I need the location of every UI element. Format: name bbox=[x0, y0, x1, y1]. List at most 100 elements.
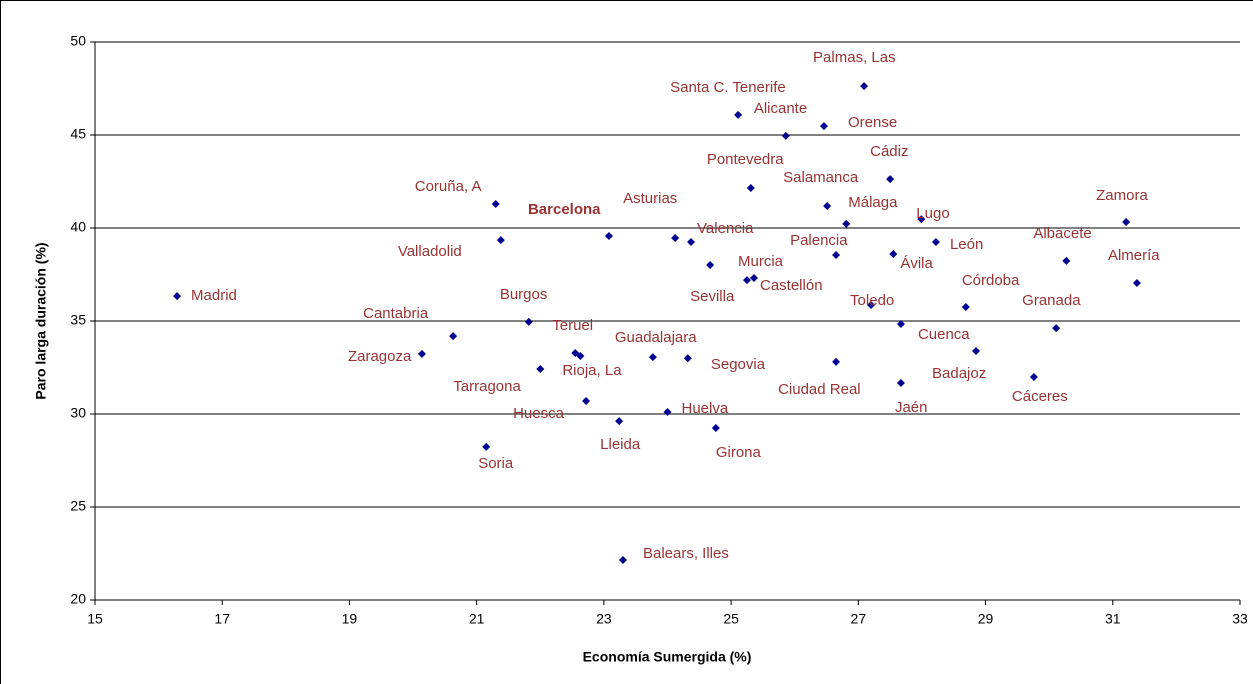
point bbox=[663, 407, 672, 416]
x-tick-label: 31 bbox=[1105, 611, 1121, 627]
point-label: Zaragoza bbox=[348, 348, 412, 365]
point-label: Toledo bbox=[850, 292, 894, 309]
point bbox=[734, 110, 743, 119]
point-label: Ávila bbox=[900, 255, 933, 272]
point bbox=[1062, 256, 1071, 265]
y-tick-label: 45 bbox=[70, 126, 86, 142]
point bbox=[648, 353, 657, 362]
point bbox=[417, 349, 426, 358]
point bbox=[860, 82, 869, 91]
x-tick-label: 29 bbox=[978, 611, 994, 627]
point-label: Guadalajara bbox=[615, 329, 697, 346]
y-tick-label: 30 bbox=[70, 405, 86, 421]
point bbox=[1052, 324, 1061, 333]
point-label: Córdoba bbox=[962, 272, 1020, 289]
point bbox=[173, 292, 182, 301]
point bbox=[496, 236, 505, 245]
point-label: Salamanca bbox=[783, 169, 859, 186]
point-label: Almería bbox=[1108, 247, 1160, 264]
point bbox=[618, 556, 627, 565]
point bbox=[582, 396, 591, 405]
point-label: Cuenca bbox=[918, 326, 970, 343]
point bbox=[491, 200, 500, 209]
point-label: Huelva bbox=[682, 400, 729, 417]
point-label: Albacete bbox=[1033, 225, 1091, 242]
x-tick-label: 23 bbox=[596, 611, 612, 627]
point-label: Zamora bbox=[1096, 187, 1148, 204]
point bbox=[536, 364, 545, 373]
point-label: Murcia bbox=[738, 253, 784, 270]
point-label: Ciudad Real bbox=[778, 381, 861, 398]
point-label: Lugo bbox=[916, 205, 949, 222]
point-label: Rioja, La bbox=[562, 362, 622, 379]
x-tick-label: 19 bbox=[342, 611, 358, 627]
x-tick-label: 15 bbox=[87, 611, 103, 627]
x-tick-label: 21 bbox=[469, 611, 485, 627]
point bbox=[524, 317, 533, 326]
y-tick-label: 50 bbox=[70, 33, 86, 49]
point-label: Coruña, A bbox=[415, 178, 482, 195]
point-label: Lleida bbox=[600, 436, 641, 453]
point bbox=[743, 276, 752, 285]
point-label: León bbox=[950, 236, 983, 253]
point bbox=[604, 231, 613, 240]
point bbox=[615, 417, 624, 426]
point-label: Badajoz bbox=[932, 365, 986, 382]
point-label: Madrid bbox=[191, 287, 237, 304]
point-label: Valladolid bbox=[398, 243, 462, 260]
x-axis-label: Economía Sumergida (%) bbox=[583, 649, 752, 665]
point-label: Alicante bbox=[754, 100, 807, 117]
point-label: Barcelona bbox=[528, 201, 601, 218]
point bbox=[823, 202, 832, 211]
point bbox=[842, 219, 851, 228]
y-axis-label: Paro larga duración (%) bbox=[33, 242, 49, 399]
point-label: Castellón bbox=[760, 277, 823, 294]
point bbox=[711, 423, 720, 432]
point-label: Balears, Illes bbox=[643, 545, 729, 562]
y-tick-label: 40 bbox=[70, 219, 86, 235]
point bbox=[896, 319, 905, 328]
point bbox=[1132, 279, 1141, 288]
point bbox=[832, 250, 841, 259]
point-label: Teruel bbox=[552, 317, 593, 334]
point bbox=[706, 261, 715, 270]
point bbox=[819, 122, 828, 131]
point bbox=[931, 237, 940, 246]
point-label: Huesca bbox=[513, 405, 565, 422]
point bbox=[972, 346, 981, 355]
point bbox=[750, 274, 759, 283]
x-tick-label: 17 bbox=[214, 611, 230, 627]
point-label: Sevilla bbox=[690, 288, 735, 305]
point-label: Tarragona bbox=[453, 378, 521, 395]
point-label: Orense bbox=[848, 114, 897, 131]
point-label: Soria bbox=[478, 455, 514, 472]
point-label: Cádiz bbox=[870, 143, 908, 160]
point bbox=[1122, 218, 1131, 227]
point bbox=[867, 301, 876, 310]
point-label: Palmas, Las bbox=[813, 49, 896, 66]
point bbox=[781, 131, 790, 140]
point-label: Jaén bbox=[895, 399, 928, 416]
point bbox=[896, 378, 905, 387]
point-label: Granada bbox=[1022, 292, 1081, 309]
y-tick-label: 20 bbox=[70, 591, 86, 607]
point bbox=[576, 351, 585, 360]
point bbox=[571, 348, 580, 357]
y-tick-label: 25 bbox=[70, 498, 86, 514]
x-tick-label: 27 bbox=[851, 611, 867, 627]
point-label: Cáceres bbox=[1012, 388, 1068, 405]
x-tick-label: 33 bbox=[1232, 611, 1248, 627]
point bbox=[683, 354, 692, 363]
point-label: Pontevedra bbox=[707, 151, 784, 168]
point-label: Málaga bbox=[848, 194, 898, 211]
point bbox=[832, 357, 841, 366]
point bbox=[961, 303, 970, 312]
point-label: Santa C. Tenerife bbox=[670, 79, 786, 96]
point-label: Segovia bbox=[711, 356, 766, 373]
point-label: Palencia bbox=[790, 232, 848, 249]
point bbox=[886, 175, 895, 184]
point bbox=[1029, 372, 1038, 381]
point bbox=[671, 234, 680, 243]
